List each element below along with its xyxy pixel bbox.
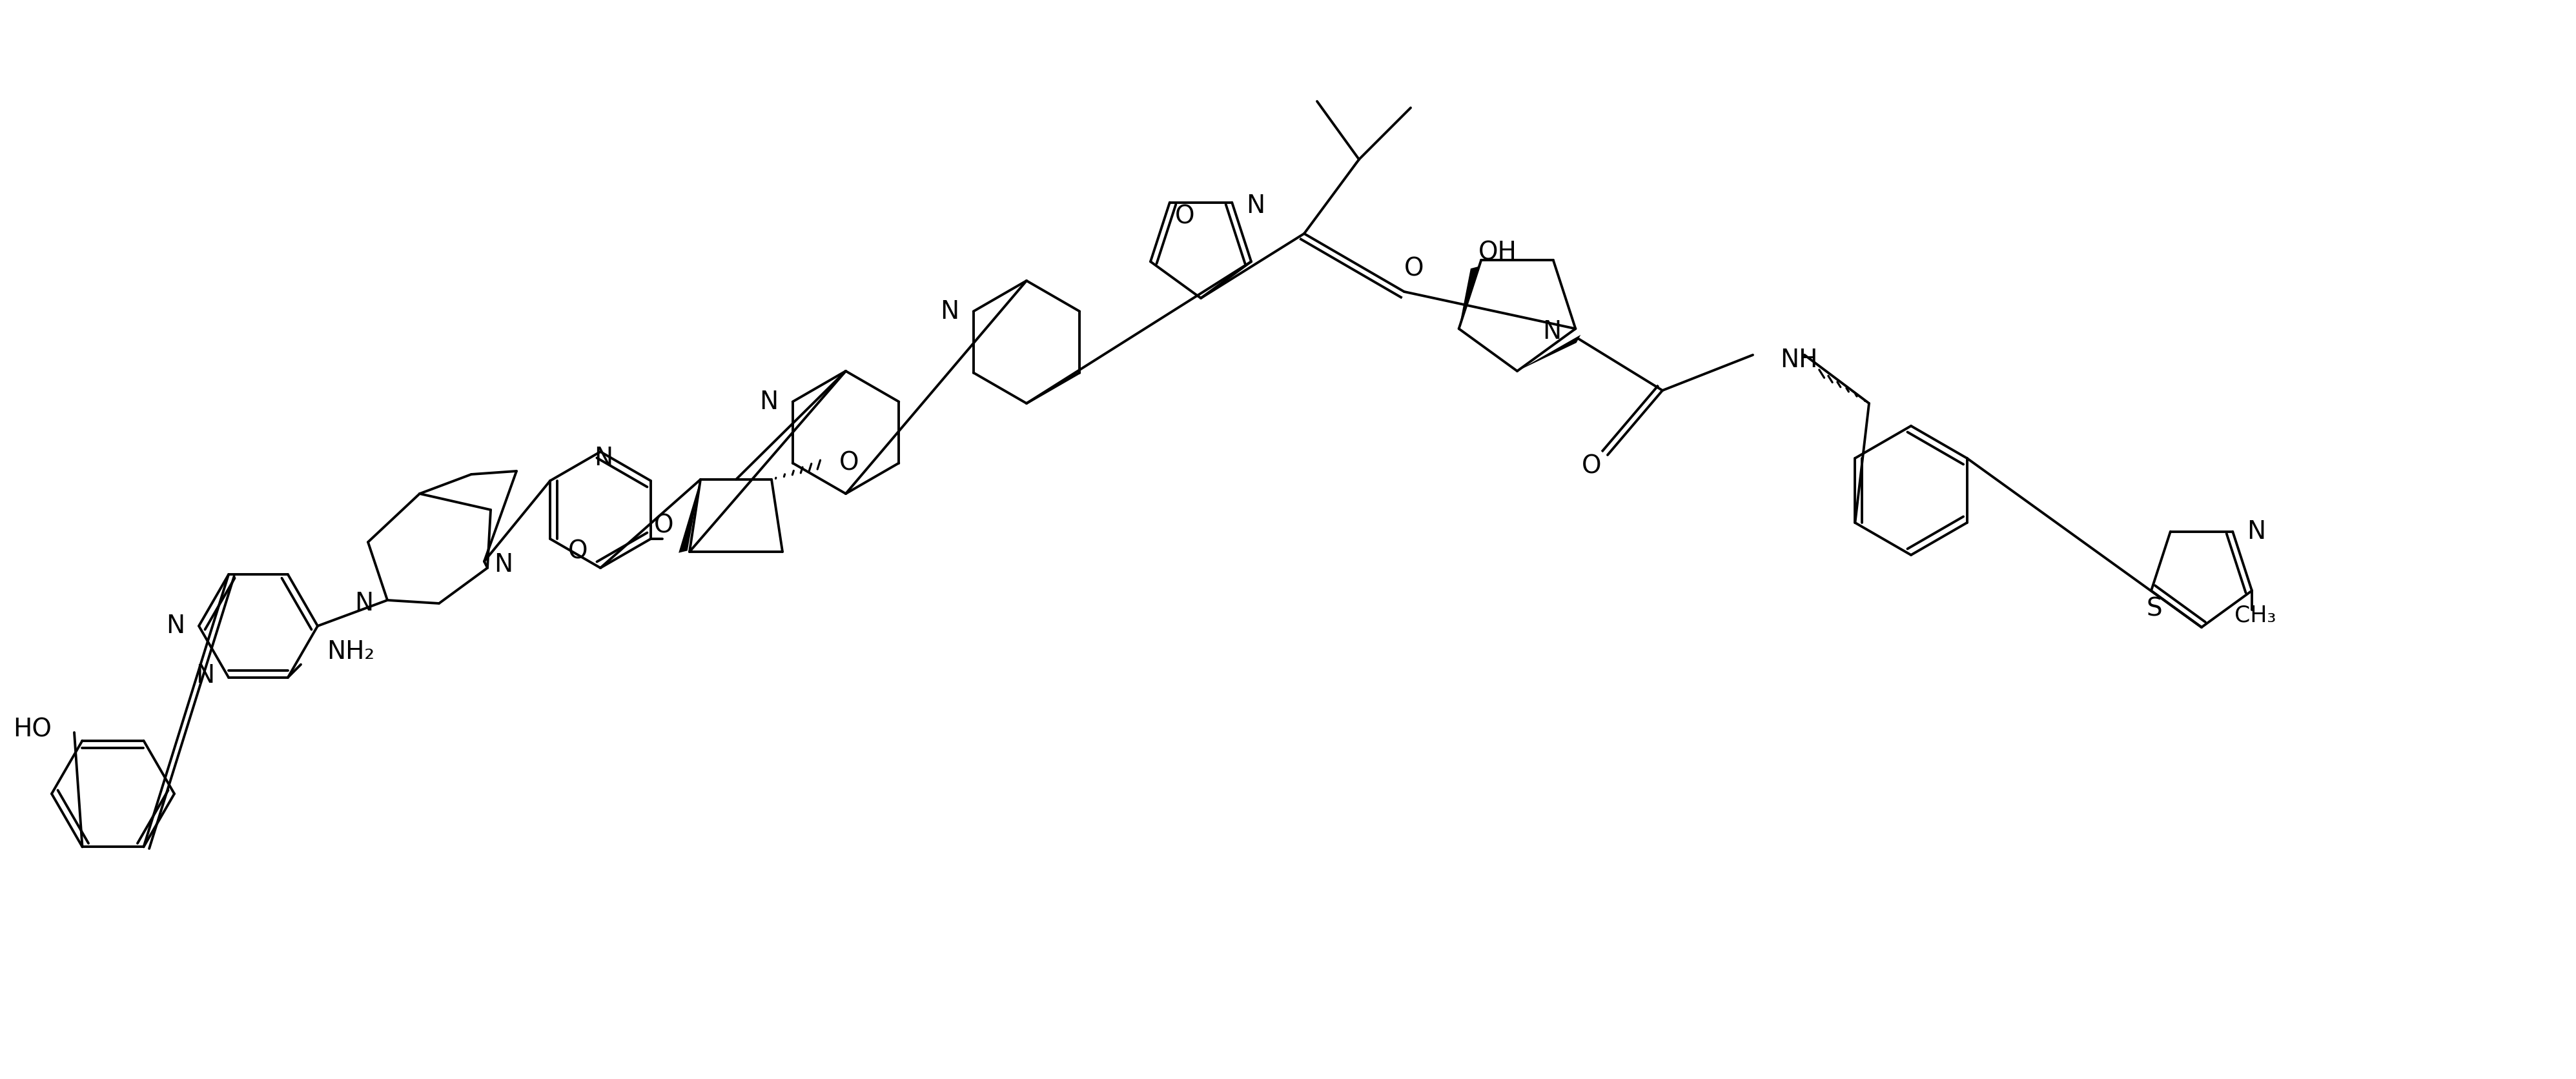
Text: O: O bbox=[654, 514, 672, 538]
Polygon shape bbox=[1458, 267, 1479, 329]
Text: O: O bbox=[840, 451, 858, 476]
Text: CH₃: CH₃ bbox=[2233, 604, 2275, 626]
Text: N: N bbox=[355, 591, 374, 616]
Text: N: N bbox=[495, 552, 513, 577]
Text: N: N bbox=[760, 390, 778, 414]
Text: NH₂: NH₂ bbox=[327, 640, 374, 664]
Text: N: N bbox=[940, 299, 958, 324]
Text: NH: NH bbox=[1780, 347, 1816, 372]
Polygon shape bbox=[1303, 158, 1363, 234]
Text: N: N bbox=[1247, 193, 1265, 218]
Text: HO: HO bbox=[13, 716, 52, 741]
Polygon shape bbox=[677, 479, 701, 552]
Text: N: N bbox=[165, 614, 185, 639]
Text: N: N bbox=[2246, 519, 2264, 544]
Text: O: O bbox=[1582, 454, 1600, 479]
Text: N: N bbox=[1543, 319, 1561, 344]
Text: S: S bbox=[2146, 597, 2161, 622]
Text: O: O bbox=[1404, 257, 1425, 282]
Text: O: O bbox=[567, 540, 587, 564]
Polygon shape bbox=[1517, 334, 1579, 371]
Text: O: O bbox=[1175, 204, 1195, 229]
Text: N: N bbox=[196, 664, 214, 687]
Text: N: N bbox=[595, 446, 613, 470]
Text: OH: OH bbox=[1479, 241, 1517, 264]
